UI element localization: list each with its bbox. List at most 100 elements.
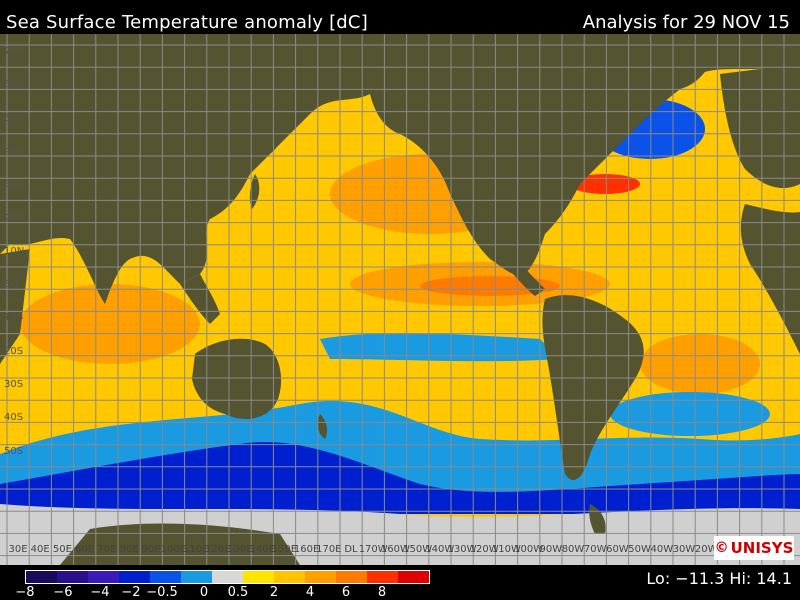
color-scale-tick: −4 — [90, 585, 110, 600]
longitude-label: 120E — [205, 544, 231, 555]
longitude-label: 90W — [539, 544, 563, 555]
antarctica-landmass — [60, 523, 300, 565]
color-scale-segment — [398, 571, 429, 583]
color-scale-segment — [150, 571, 181, 583]
longitude-label: 60E — [75, 544, 95, 555]
longitude-label: 40W — [650, 544, 674, 555]
greenland-landmass — [640, 34, 720, 89]
longitude-label: 30E — [8, 544, 28, 555]
latitude-label: 20S — [4, 345, 24, 357]
latitude-label: 40N — [4, 145, 25, 157]
longitude-label: 90E — [141, 544, 161, 555]
color-scale-segment — [181, 571, 212, 583]
longitude-label: 50E — [52, 544, 72, 555]
latitude-labels: 70N 60N 50N 40N 30N 20N 10N EQ 10S 20S 30S 40S 50S — [4, 34, 44, 565]
south-pacific-cool-band — [320, 333, 560, 362]
warm-anomalies — [20, 154, 760, 394]
longitude-label: 150E — [271, 544, 298, 555]
indian-ocean-warm — [20, 284, 200, 364]
analysis-date: Analysis for 29 NOV 15 — [582, 12, 790, 33]
latitude-label: 50N — [4, 112, 25, 124]
longitude-label: 70E — [97, 544, 117, 555]
map-canvas — [0, 34, 800, 565]
longitude-label: DL — [344, 544, 358, 555]
color-scale-tick: 8 — [377, 585, 387, 600]
latitude-label: 30S — [4, 379, 24, 390]
longitude-label: 140E — [249, 544, 275, 555]
longitude-label: 170W — [358, 544, 388, 555]
longitude-labels: 30E 40E 50E 60E 70E 80E 90E 100E 110E 120E 130E 140… — [0, 544, 800, 558]
color-scale — [25, 570, 430, 584]
longitude-label: 110E — [182, 544, 209, 555]
color-scale-tick: 0.5 — [227, 585, 249, 600]
central-america-landmass — [500, 262, 545, 296]
color-scale-segment — [336, 571, 367, 583]
cold-anomalies — [0, 84, 800, 514]
color-scale-tick: −0.5 — [146, 585, 178, 600]
latitude-label: 20N — [4, 212, 25, 224]
longitude-label: 130W — [447, 544, 477, 555]
copyright-symbol: © — [714, 540, 729, 556]
map-title: Sea Surface Temperature anomaly [dC] — [6, 12, 368, 33]
latitude-label: 50S — [4, 445, 24, 457]
longitude-label: 160W — [380, 544, 410, 555]
title-bar: Sea Surface Temperature anomaly [dC] Ana… — [0, 0, 800, 34]
southern-ocean-cold — [0, 442, 800, 514]
australia-landmass — [192, 338, 282, 419]
longitude-label: 150W — [403, 544, 433, 555]
sst-anomaly-map — [0, 34, 800, 565]
color-scale-segment — [367, 571, 398, 583]
longitude-label: 80W — [561, 544, 585, 555]
longitude-label: 140W — [425, 544, 455, 555]
longitude-label: 30W — [672, 544, 696, 555]
latitude-label: EQ — [4, 279, 19, 291]
longitude-label: 80E — [119, 544, 139, 555]
unisys-wordmark: UNISYS — [730, 539, 794, 557]
lo-hi-values: Lo: −11.3 Hi: 14.1 — [646, 569, 792, 588]
longitude-label: 120W — [469, 544, 499, 555]
longitude-label: 50W — [628, 544, 651, 555]
color-scale-tick: 2 — [269, 585, 279, 600]
longitude-label: 100W — [514, 544, 544, 555]
west-africa-landmass — [740, 204, 800, 354]
color-scale-segment — [305, 571, 336, 583]
legend-bar: −8 −6 −4 −2 −0.5 0 0.5 2 4 6 8 Lo: −11.3 Hi: 14.1 — [0, 565, 800, 600]
longitude-label: 110W — [491, 544, 521, 555]
color-scale-segment — [88, 571, 119, 583]
color-scale-segment — [212, 571, 243, 583]
latitude-label: 10N — [4, 245, 25, 257]
color-scale-tick: −6 — [53, 585, 73, 600]
color-scale-ticks: −8 −6 −4 −2 −0.5 0 0.5 2 4 6 8 — [0, 585, 440, 600]
color-scale-tick: 6 — [341, 585, 351, 600]
lat-lon-grid — [0, 34, 800, 565]
longitude-label: 100E — [160, 544, 187, 555]
latitude-label: 10S — [4, 312, 24, 324]
longitude-label: 70W — [583, 544, 607, 555]
color-scale-tick: −8 — [15, 585, 35, 600]
color-scale-segment — [119, 571, 150, 583]
color-scale-tick: 0 — [199, 585, 209, 600]
longitude-label: 20W — [694, 544, 718, 555]
south-atlantic-cool — [610, 392, 770, 436]
india-landmass — [70, 239, 130, 304]
south-america-landmass — [542, 295, 644, 481]
longitude-label: 160E — [293, 544, 320, 555]
unisys-logo: © UNISYS — [714, 536, 794, 560]
new-zealand-landmass — [317, 414, 328, 439]
gulf-stream-hot — [570, 174, 640, 194]
color-scale-tick: −2 — [121, 585, 141, 600]
longitude-label: 130E — [227, 544, 253, 555]
south-atlantic-warm — [640, 334, 760, 394]
color-scale-segment — [57, 571, 88, 583]
latitude-label: 70N — [4, 46, 25, 57]
color-scale-segment — [243, 571, 274, 583]
color-scale-segment — [274, 571, 305, 583]
north-america-landmass — [370, 34, 800, 276]
longitude-label: 40E — [30, 544, 50, 555]
longitude-label: 170E — [316, 544, 342, 555]
latitude-label: 60N — [4, 79, 25, 91]
color-scale-tick: 4 — [305, 585, 315, 600]
latitude-label: 40S — [4, 412, 24, 424]
color-scale-segment — [26, 571, 57, 583]
longitude-label: 60W — [606, 544, 629, 555]
